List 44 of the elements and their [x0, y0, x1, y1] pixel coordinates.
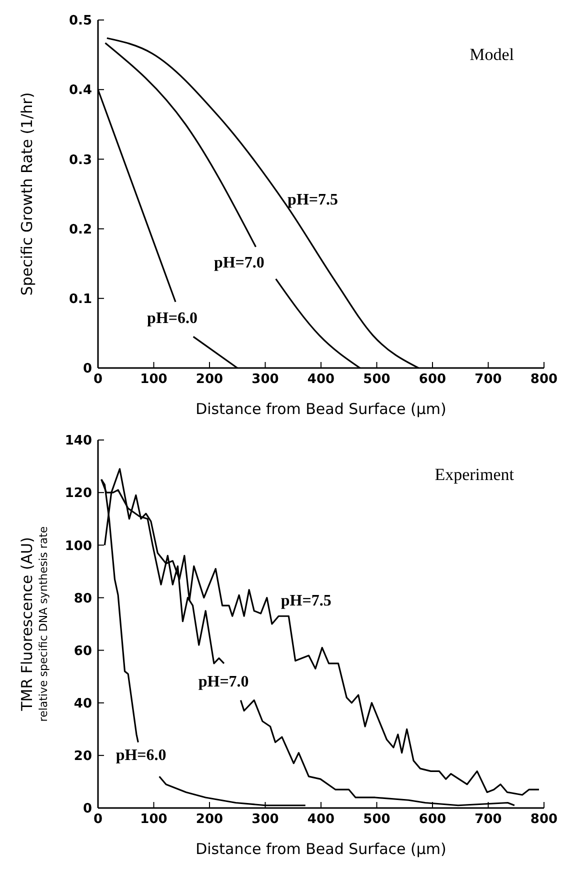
x-tick-label: 700 [474, 372, 502, 388]
x-tick-label: 0 [93, 812, 103, 828]
y-axis-title: Specific Growth Rate (1/hr) [18, 92, 36, 296]
x-tick-label: 600 [418, 372, 446, 388]
y-tick-label: 0.5 [68, 14, 92, 29]
x-tick-label: 500 [363, 812, 390, 828]
y-tick-label: 140 [64, 434, 92, 449]
y-tick-label: 120 [64, 486, 92, 502]
x-tick-label: 0 [93, 372, 103, 388]
x-tick-label: 100 [140, 812, 168, 828]
x-tick-label: 400 [307, 372, 335, 388]
y-tick-label: 40 [74, 696, 92, 712]
x-tick-label: 100 [140, 372, 168, 388]
y-tick-label: 20 [74, 749, 92, 764]
x-tick-label: 500 [363, 372, 390, 388]
y-tick-label: 0.4 [68, 83, 92, 98]
x-tick-label: 200 [196, 372, 224, 388]
y-tick-label: 0.1 [68, 292, 92, 308]
series-label: pH=6.0 [147, 310, 198, 327]
x-axis-title: Distance from Bead Surface (µm) [196, 400, 446, 418]
series-label: pH=6.0 [116, 747, 166, 764]
series-label: pH=7.5 [288, 192, 338, 209]
series-label: pH=7.0 [214, 254, 264, 272]
x-tick-label: 800 [530, 372, 558, 388]
x-axis-title: Distance from Bead Surface (µm) [196, 840, 446, 858]
annotation: Experiment [434, 465, 514, 484]
y-tick-label: 100 [64, 538, 92, 554]
x-tick-label: 800 [530, 812, 558, 828]
y-tick-label: 80 [74, 591, 92, 606]
series-label: pH=7.5 [280, 592, 332, 610]
x-tick-label: 700 [474, 812, 502, 828]
y-tick-label: 60 [74, 644, 92, 659]
y-tick-label: 0.3 [68, 152, 92, 168]
x-tick-label: 600 [418, 812, 446, 828]
x-tick-label: 400 [307, 812, 335, 828]
y-tick-label: 0 [82, 362, 92, 377]
annotation: Model [470, 45, 514, 64]
y-tick-label: 0.2 [68, 222, 92, 238]
x-tick-label: 300 [252, 812, 279, 828]
x-tick-label: 300 [252, 372, 279, 388]
y-axis-title: TMR Fluorescence (AU) relative specific DNA synthesis rate [18, 526, 50, 722]
x-tick-label: 200 [196, 812, 224, 828]
y-tick-label: 0 [82, 802, 92, 817]
series-label: pH=7.0 [198, 674, 249, 691]
